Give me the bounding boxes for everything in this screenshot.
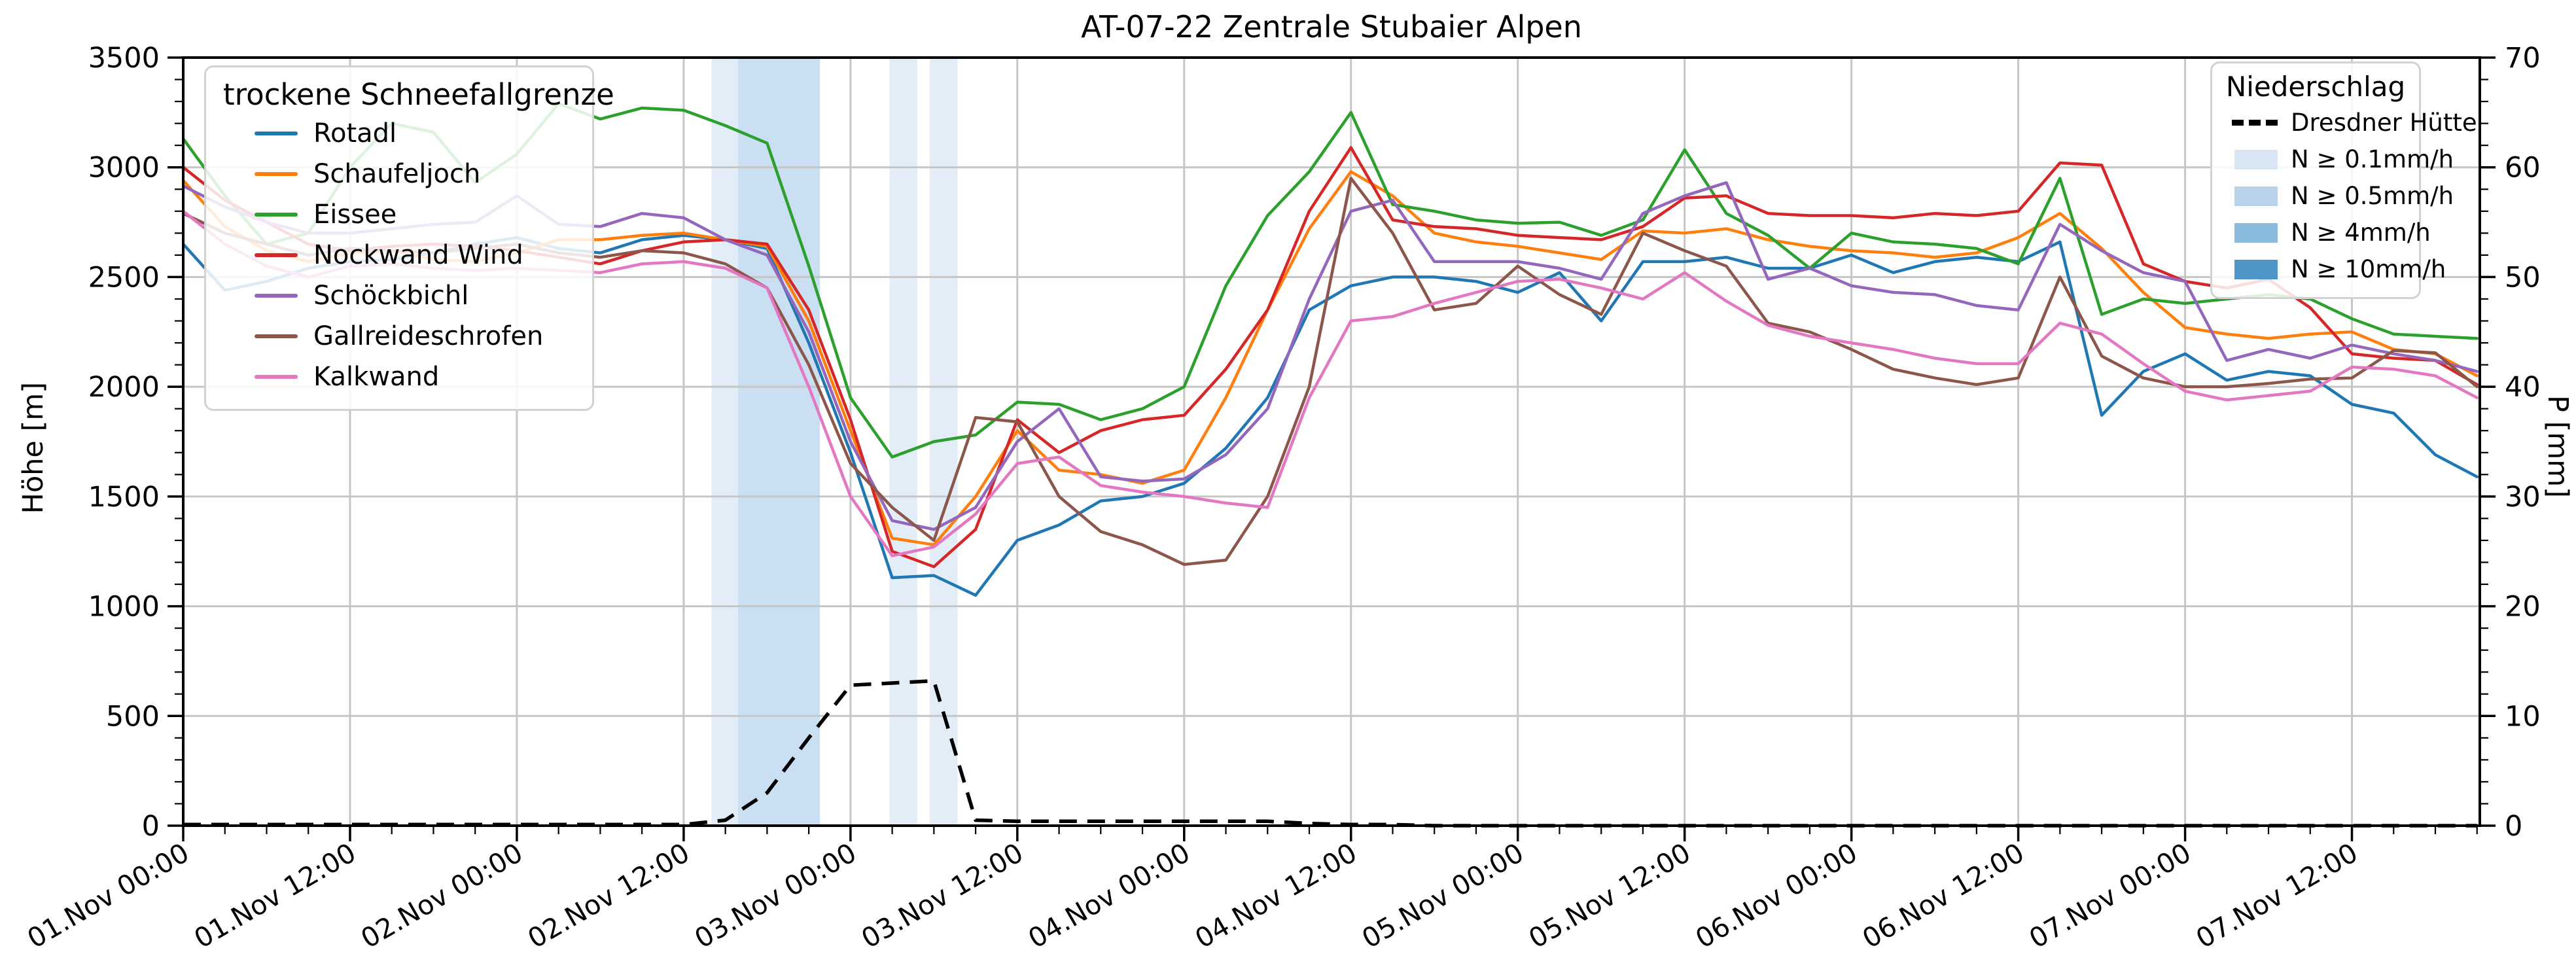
legend-patch-swatch	[2234, 222, 2278, 243]
plot-frame	[182, 56, 2481, 827]
y2-tick-label: 10	[2505, 700, 2541, 733]
y2-tick-label: 40	[2505, 371, 2541, 404]
legend-line-swatch	[255, 172, 298, 177]
x-tick-label: 04.Nov 12:00	[1190, 837, 1362, 955]
legend-item-dresdner-huette: Dresdner Hütte	[2225, 105, 2477, 141]
precip-band	[737, 58, 820, 826]
legend-item-gallreideschrofen: Gallreideschrofen	[223, 316, 575, 357]
ticks-group	[168, 56, 2496, 841]
legend-item-label: Schöckbichl	[313, 281, 469, 311]
snowline-legend: trockene Schneefallgrenze Rotadl Schaufel…	[204, 65, 614, 412]
legend-patch-swatch	[2234, 259, 2278, 279]
y-tick-label: 1500	[88, 481, 160, 514]
y2-tick-label: 60	[2505, 152, 2541, 185]
legend-item-label: N ≥ 10mm/h	[2291, 255, 2446, 283]
legend-patch-swatch	[2234, 186, 2278, 206]
y-tick-label: 3000	[88, 152, 160, 185]
legend-item-label: Rotadl	[313, 118, 397, 149]
y-tick-labels-left: 0 500 1000 1500 2000 2500 3000 3500	[88, 42, 160, 843]
precip-legend-title: Niederschlag	[2225, 71, 2406, 103]
legend-patch-swatch	[2234, 149, 2278, 169]
legend-item-kalkwand: Kalkwand	[223, 357, 575, 397]
y-tick-label: 2000	[88, 371, 160, 404]
x-tick-label: 06.Nov 12:00	[1857, 837, 2029, 955]
legend-item-label: Nockwand Wind	[313, 240, 523, 271]
legend-item-n-0.1mm-h: N ≥ 0.1mm/h	[2225, 141, 2454, 178]
legend-item-label: Kalkwand	[313, 362, 440, 393]
legend-item-n-10mm-h: N ≥ 10mm/h	[2225, 251, 2446, 288]
precip-legend-items: Dresdner Hütte N ≥ 0.1mm/h N ≥ 0.5mm/h N ≥ …	[2225, 105, 2477, 288]
x-tick-label: 01.Nov 12:00	[189, 837, 361, 955]
x-tick-label: 07.Nov 12:00	[2191, 837, 2363, 955]
legend-line-swatch	[255, 253, 298, 258]
y2-tick-label: 50	[2505, 261, 2541, 294]
chart-title: AT-07-22 Zentrale Stubaier Alpen	[1081, 9, 1582, 44]
y-axis-label-right: P [mm]	[2541, 395, 2574, 498]
legend-item-label: Dresdner Hütte	[2291, 109, 2477, 137]
legend-item-label: N ≥ 0.5mm/h	[2291, 182, 2454, 210]
y2-tick-label: 20	[2505, 591, 2541, 624]
x-tick-label: 01.Nov 00:00	[22, 837, 194, 955]
y-tick-label: 0	[142, 810, 160, 843]
legend-item-label: N ≥ 0.1mm/h	[2291, 145, 2454, 173]
precip-band	[711, 58, 738, 826]
precip-legend: Niederschlag Dresdner Hütte N ≥ 0.1mm/h N …	[2210, 62, 2477, 299]
precip-line	[183, 678, 2477, 828]
y-tick-label: 1000	[88, 591, 160, 624]
y-tick-label: 2500	[88, 261, 160, 294]
x-tick-label: 06.Nov 00:00	[1690, 837, 1862, 955]
legend-item-rotadl: Rotadl	[223, 113, 575, 154]
y-tick-label: 3500	[88, 42, 160, 75]
x-tick-label: 02.Nov 12:00	[523, 837, 695, 955]
legend-line-swatch	[255, 294, 298, 298]
y2-tick-label: 70	[2505, 42, 2541, 75]
x-tick-label: 03.Nov 00:00	[689, 837, 861, 955]
x-tick-label: 03.Nov 12:00	[856, 837, 1028, 955]
x-tick-label: 05.Nov 12:00	[1523, 837, 1695, 955]
legend-dashed-line-swatch	[2232, 120, 2278, 126]
precip-band	[889, 58, 917, 826]
legend-item-label: Eissee	[313, 200, 397, 230]
legend-item-label: Schaufeljoch	[313, 159, 481, 190]
x-tick-label: 07.Nov 00:00	[2024, 837, 2196, 955]
legend-item-n-0.5mm-h: N ≥ 0.5mm/h	[2225, 178, 2454, 215]
y-tick-labels-right: 0 10 20 30 40 50 60 70	[2505, 42, 2541, 843]
legend-item-nockwand-wind: Nockwand Wind	[223, 235, 575, 275]
legend-line-swatch	[255, 132, 298, 136]
x-tick-label: 02.Nov 00:00	[356, 837, 528, 955]
legend-item-eissee: Eissee	[223, 194, 575, 235]
legend-line-swatch	[255, 213, 298, 217]
legend-item-label: Gallreideschrofen	[313, 321, 544, 352]
snowline-legend-title: trockene Schneefallgrenze	[223, 77, 614, 112]
y2-tick-label: 30	[2505, 481, 2541, 514]
x-tick-label: 05.Nov 00:00	[1356, 837, 1528, 955]
legend-item-schaufeljoch: Schaufeljoch	[223, 154, 575, 194]
snowline-legend-items: Rotadl Schaufeljoch Eissee Nockwand Wind Sch…	[223, 113, 575, 397]
legend-item-n-4mm-h: N ≥ 4mm/h	[2225, 215, 2431, 251]
y2-tick-label: 0	[2505, 810, 2522, 843]
y-tick-label: 500	[106, 700, 160, 733]
legend-line-swatch	[255, 375, 298, 379]
precip-bands-group	[711, 58, 958, 826]
x-tick-label: 04.Nov 00:00	[1023, 837, 1195, 955]
y-axis-label-left: Höhe [m]	[17, 382, 50, 514]
legend-line-swatch	[255, 334, 298, 339]
legend-item-schöckbichl: Schöckbichl	[223, 275, 575, 316]
legend-item-label: N ≥ 4mm/h	[2291, 219, 2431, 247]
